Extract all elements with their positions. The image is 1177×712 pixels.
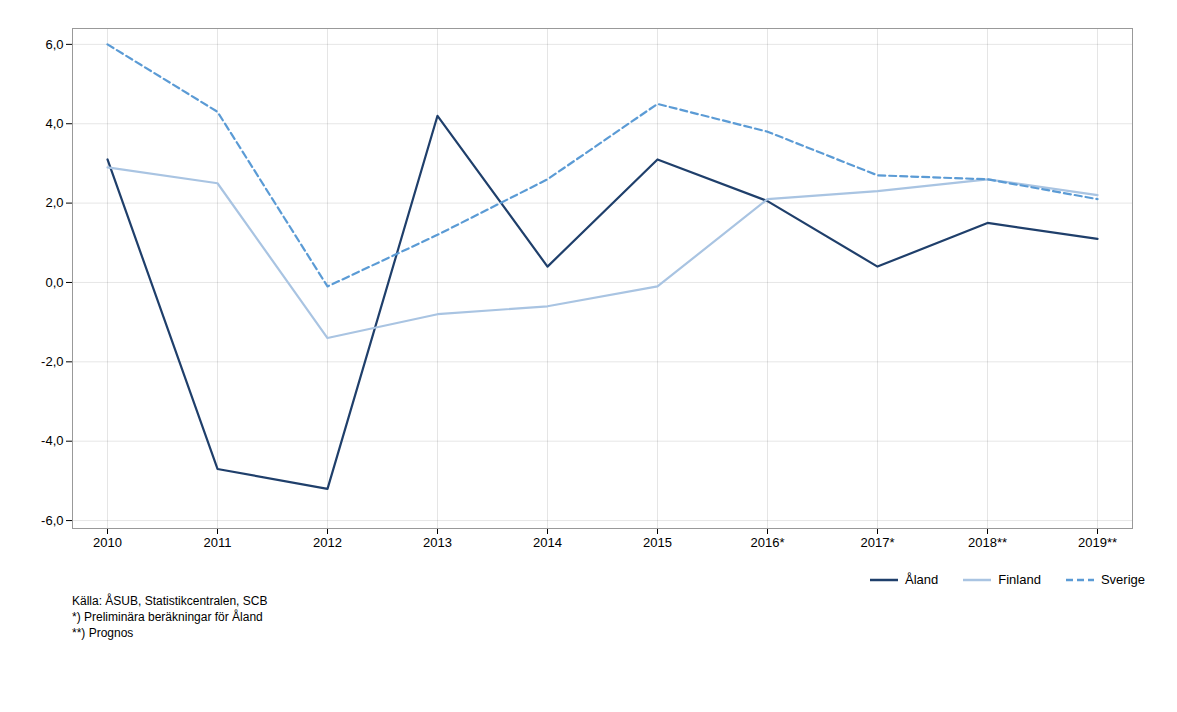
svg-text:4,0: 4,0 (45, 116, 63, 131)
svg-text:-4,0: -4,0 (41, 433, 63, 448)
svg-text:2011: 2011 (204, 535, 232, 550)
svg-text:2015: 2015 (643, 535, 672, 550)
svg-text:2018**: 2018** (968, 535, 1007, 550)
svg-text:2010: 2010 (93, 535, 122, 550)
svg-text:2017*: 2017* (861, 535, 895, 550)
svg-text:6,0: 6,0 (45, 37, 63, 52)
html-text:**) Prognos: **) Prognos (72, 626, 134, 641)
svg-text:2019**: 2019** (1078, 535, 1117, 550)
svg-text:2012: 2012 (313, 535, 342, 550)
svg-text:2,0: 2,0 (45, 195, 63, 210)
html-text:Sverige: Sverige (1100, 572, 1145, 587)
svg-text:2016*: 2016* (751, 535, 785, 550)
html-text:Källa: ÅSUB, Statistikcentrale: Källa: ÅSUB, Statistikcentralen, SCB (72, 594, 268, 608)
svg-text:-2,0: -2,0 (41, 354, 63, 369)
svg-text:-6,0: -6,0 (41, 513, 63, 528)
svg-text:0,0: 0,0 (45, 275, 63, 290)
html-text:Finland: Finland (998, 572, 1041, 587)
html-text:Åland: Åland (905, 572, 939, 587)
svg-text:2013: 2013 (423, 535, 452, 550)
svg-text:2014: 2014 (533, 535, 562, 550)
html-text:*) Preliminära beräkningar för: *) Preliminära beräkningar för Åland (72, 610, 263, 625)
